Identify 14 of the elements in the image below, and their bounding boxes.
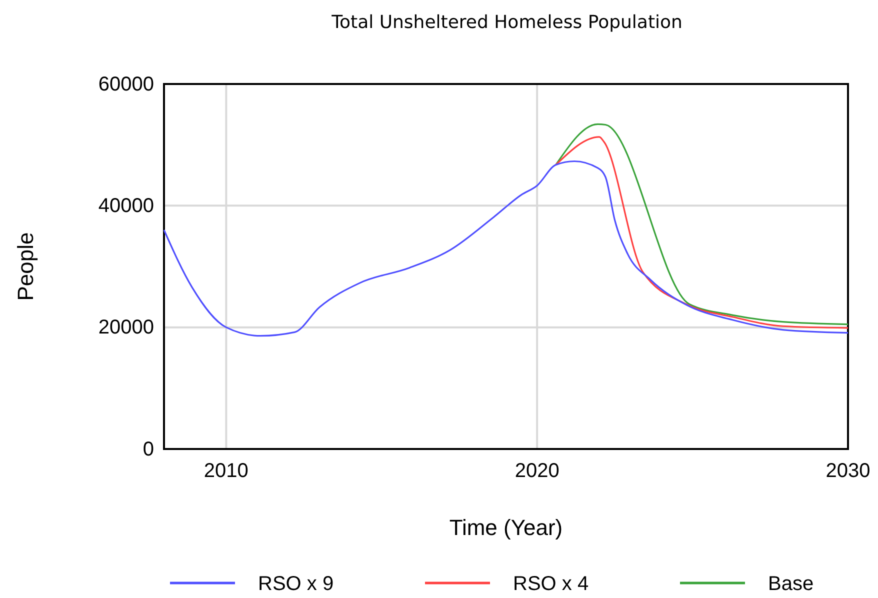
y-tick-label: 60000	[98, 73, 154, 96]
legend-label: RSO x 9	[258, 573, 334, 595]
y-tick-label: 20000	[98, 316, 154, 339]
x-tick-label: 2010	[204, 460, 248, 482]
line-series	[163, 160, 849, 337]
x-tick-label: 2020	[514, 460, 560, 482]
y-tick-label: 0	[142, 438, 154, 460]
legend-label: Base	[768, 573, 814, 595]
x-tick-label: 2030	[826, 460, 870, 482]
y-axis-title: People	[13, 232, 38, 301]
x-axis-title: Time (Year)	[449, 515, 563, 540]
legend-label: RSO x 4	[513, 573, 589, 595]
chart-title: Total Unsheltered Homeless Population	[330, 12, 682, 33]
y-tick-label: 40000	[98, 195, 154, 218]
